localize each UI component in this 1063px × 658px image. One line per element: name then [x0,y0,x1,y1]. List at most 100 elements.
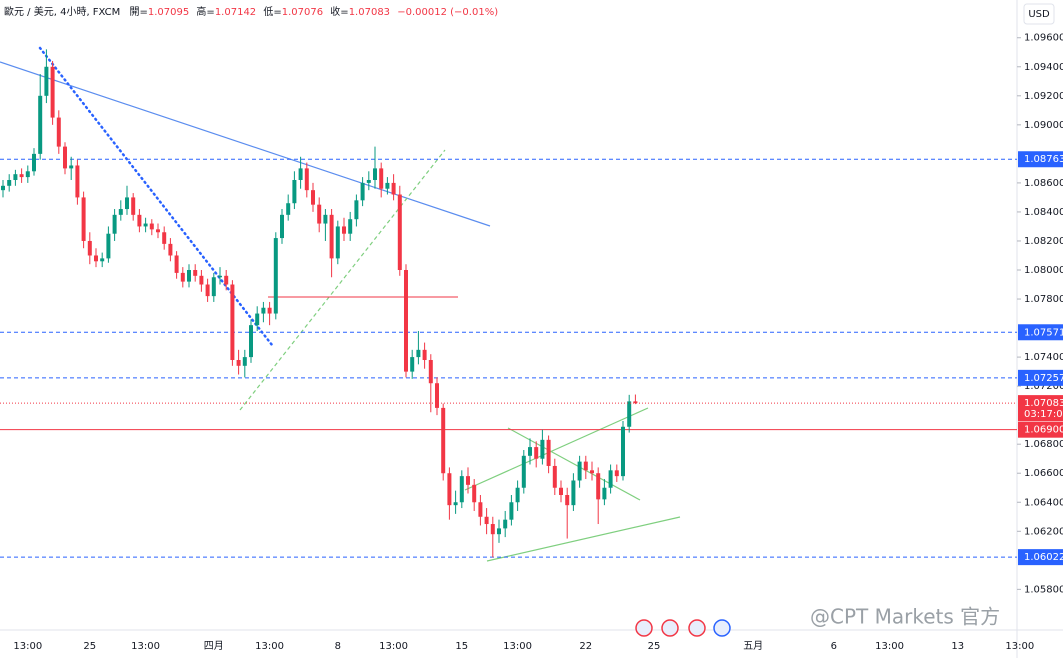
x-tick-label: 13:00 [875,641,904,652]
candle-body [323,214,328,224]
candle-body [19,174,24,178]
candle-body [267,307,272,314]
candle-body [168,243,173,256]
last-price-tag [1018,395,1063,422]
candle-body [224,275,229,285]
candle-body [149,223,154,230]
candle-body [546,439,551,466]
candle-body [633,401,638,404]
candle-body [528,447,532,456]
trend-line [0,61,491,227]
candle-body [94,255,98,262]
candle-body [236,360,241,366]
candle-body [577,461,582,481]
high-label: 高= [196,5,214,18]
y-tick-label: 1.06400 [1024,497,1063,508]
event-icon[interactable] [713,619,731,637]
y-tick-label: 1.07200 [1024,381,1063,392]
candle-body [422,349,427,360]
candle-body [459,476,464,503]
y-tick-label: 1.06600 [1024,468,1063,479]
currency: USD [1028,9,1050,20]
candle-body [552,465,557,488]
countdown: 03:17:02 [1024,409,1063,420]
candle-body [583,461,588,471]
price-tag-label: 1.08763 [1024,154,1063,165]
candle-body [515,487,520,503]
candle-body [38,95,43,154]
y-tick-label: 1.09400 [1024,62,1063,73]
candle-body [125,197,129,210]
x-tick-label: 13:00 [503,641,532,652]
candle-body [112,214,117,234]
event-icon[interactable] [661,619,679,637]
candle-body [627,401,632,427]
open-value: 1.07095 [148,7,189,18]
event-icon[interactable] [688,619,706,637]
price-tag [1018,421,1063,438]
trend-line-dashed [239,149,446,411]
candle-body [230,284,235,360]
candle-body [13,174,18,180]
candle-body [608,470,613,488]
price-tag [1018,324,1063,341]
y-tick-label: 1.08200 [1024,236,1063,247]
x-tick-label: 22 [579,641,592,652]
candle-body [416,349,421,358]
candle-body [180,272,185,282]
candle-body [565,495,570,506]
candle-body [596,473,601,500]
candle-body [335,226,340,259]
candle-body [286,203,291,215]
candle-body [162,232,167,244]
candle-body [81,197,86,241]
price-tag-label: 1.07257 [1024,373,1063,384]
candle-body [472,484,477,503]
x-tick-label: 五月 [743,640,763,652]
candle-body [317,204,322,224]
candle-body [621,426,625,477]
candle-body [50,66,55,118]
y-tick-label: 1.08400 [1024,207,1063,218]
price-tag [1018,549,1063,566]
candle-body [366,180,371,183]
candle-body [385,182,390,189]
candle-body [540,439,545,459]
y-tick-label: 1.09200 [1024,91,1063,102]
y-tick-label: 1.08000 [1024,265,1063,276]
candle-body [354,200,359,220]
candle-body [218,275,222,278]
candle-body [490,524,495,535]
candle-body [25,171,30,178]
candle-body [261,307,266,314]
x-tick-label: 13:00 [1005,641,1034,652]
price-tag-label: 1.06900 [1024,425,1063,436]
change: −0.00012 (−0.01%) [397,7,498,18]
candle-body [273,238,278,314]
last-price-label: 1.07083 [1024,398,1063,409]
candle-body [187,270,191,282]
candle-body [466,476,470,485]
price-tag [1018,151,1063,168]
candle-body [379,168,384,189]
x-tick-label: 13:00 [379,641,408,652]
candle-body [156,229,160,233]
candle-body [242,357,247,366]
candle-body [478,502,483,517]
candle-body [391,182,396,195]
candle-body [503,519,508,529]
candle-body [348,219,353,234]
channel-upper [464,407,649,491]
candle-body [590,470,594,474]
x-tick-label: 25 [83,641,96,652]
candle-body [298,168,303,180]
candle-body [441,407,446,474]
currency-box[interactable] [1023,3,1055,25]
candle-body [410,357,415,372]
candle-body [1,185,5,191]
event-icon[interactable] [635,619,653,637]
candle-body [211,277,216,297]
candle-body [143,223,148,227]
x-tick-label: 四月 [204,640,224,652]
